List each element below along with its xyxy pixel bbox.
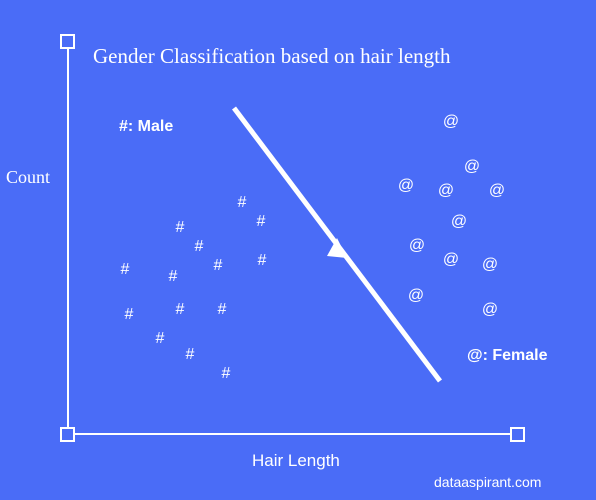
female-point: @ xyxy=(443,251,459,268)
female-point: @ xyxy=(489,182,505,199)
male-point: # xyxy=(186,346,195,363)
male-point: # xyxy=(214,257,223,274)
male-point: # xyxy=(218,301,227,318)
female-point: @ xyxy=(438,182,454,199)
female-points: @ @ @ @ @ @ @ @ @ @ @ xyxy=(398,113,505,318)
female-point: @ xyxy=(398,177,414,194)
origin-handle xyxy=(60,427,75,442)
male-point: # xyxy=(121,261,130,278)
male-point: # xyxy=(169,268,178,285)
male-point: # xyxy=(238,194,247,211)
male-point: # xyxy=(125,306,134,323)
female-point: @ xyxy=(409,237,425,254)
male-point: # xyxy=(176,301,185,318)
male-point: # xyxy=(156,330,165,347)
female-legend: @: Female xyxy=(467,347,548,364)
female-point: @ xyxy=(451,213,467,230)
male-point: # xyxy=(257,213,266,230)
female-point: @ xyxy=(464,158,480,175)
x-axis-label: Hair Length xyxy=(252,451,340,470)
male-point: # xyxy=(176,219,185,236)
y-axis-label: Count xyxy=(6,167,51,187)
male-point: # xyxy=(195,238,204,255)
female-point: @ xyxy=(443,113,459,130)
male-points: # # # # # # # # # # # # # # xyxy=(121,194,267,382)
male-point: # xyxy=(258,252,267,269)
y-axis-top-handle xyxy=(60,34,75,49)
x-axis-end-handle xyxy=(510,427,525,442)
female-point: @ xyxy=(408,287,424,304)
female-point: @ xyxy=(482,301,498,318)
male-legend: #: Male xyxy=(119,118,174,135)
boundary-arrow-marker xyxy=(327,238,347,258)
female-point: @ xyxy=(482,256,498,273)
watermark: dataaspirant.com xyxy=(434,474,542,490)
male-point: # xyxy=(222,365,231,382)
diagram-title: Gender Classification based on hair leng… xyxy=(93,44,451,68)
